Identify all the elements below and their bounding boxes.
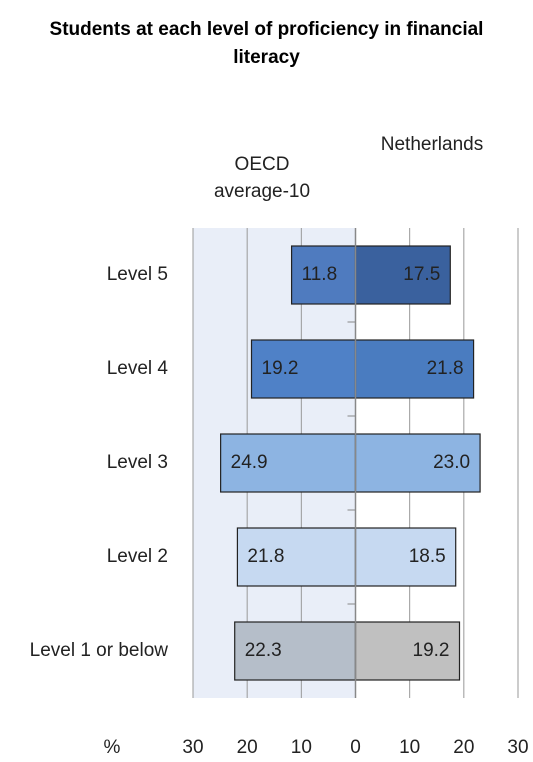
bar <box>354 527 457 587</box>
x-tick-label: 30 <box>182 737 203 758</box>
y-tick-label: Level 4 <box>107 358 169 379</box>
x-tick-label: 20 <box>453 737 474 758</box>
value-label: 21.8 <box>427 358 464 379</box>
y-tick-label: Level 5 <box>107 264 168 285</box>
series-header: Netherlands <box>380 134 484 155</box>
y-tick-label: Level 2 <box>107 546 168 567</box>
value-label: 17.5 <box>403 264 440 285</box>
series-header: OECD average-10 <box>213 154 311 202</box>
y-tick-label: Level 1 or below <box>30 640 169 661</box>
value-label: 21.8 <box>247 546 284 567</box>
bar <box>354 621 461 681</box>
bar <box>250 339 357 399</box>
value-label: 24.9 <box>231 452 268 473</box>
value-label: 22.3 <box>245 640 282 661</box>
bar <box>354 245 451 305</box>
value-label: 11.8 <box>302 264 338 285</box>
value-label: 23.0 <box>433 452 470 473</box>
bar <box>220 433 357 493</box>
x-tick-label: 0 <box>350 737 361 758</box>
x-tick-label: 30 <box>507 737 528 758</box>
value-label: 19.2 <box>413 640 450 661</box>
bar <box>354 339 475 399</box>
bar <box>234 621 357 681</box>
y-tick-label: Level 3 <box>107 452 168 473</box>
x-axis-label: % <box>104 737 121 758</box>
bar <box>354 433 481 493</box>
value-label: 18.5 <box>409 546 446 567</box>
bar <box>290 245 357 305</box>
value-label: 19.2 <box>262 358 299 379</box>
x-tick-label: 10 <box>291 737 312 758</box>
bar <box>236 527 357 587</box>
x-tick-label: 10 <box>399 737 420 758</box>
x-tick-label: 20 <box>237 737 258 758</box>
chart-title: Students at each level of proficiency in… <box>49 19 484 68</box>
